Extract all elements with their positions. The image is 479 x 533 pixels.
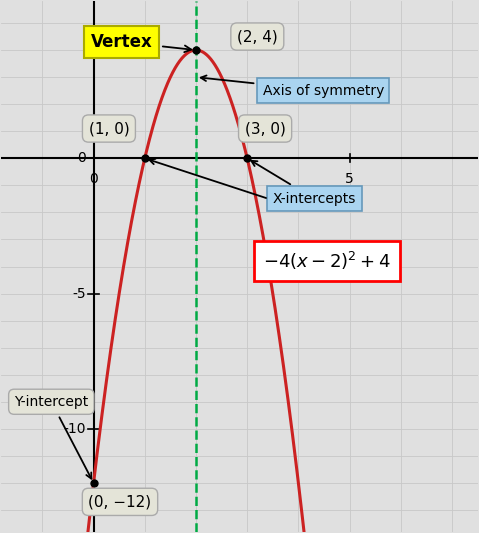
Text: -5: -5 [72,287,86,301]
Text: -10: -10 [63,422,86,436]
Text: (2, 4): (2, 4) [237,29,278,44]
Text: Y-intercept: Y-intercept [14,395,91,479]
Text: Vertex: Vertex [91,33,191,52]
Text: (0, −12): (0, −12) [89,494,151,510]
Text: $-4(x-2)^{2}+4$: $-4(x-2)^{2}+4$ [262,250,390,272]
Text: 0: 0 [77,151,86,165]
Text: Axis of symmetry: Axis of symmetry [201,76,384,98]
Text: X-intercepts: X-intercepts [251,161,356,206]
Text: 0: 0 [89,172,98,186]
Text: 5: 5 [345,172,354,186]
Text: (3, 0): (3, 0) [245,121,285,136]
Text: (1, 0): (1, 0) [89,121,129,136]
